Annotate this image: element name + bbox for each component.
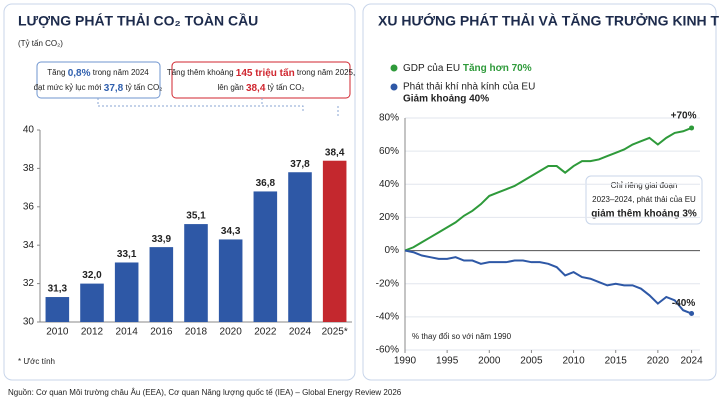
y-tick-label: -20% [376, 278, 399, 289]
x-tick-label: 2020 [647, 356, 670, 367]
y-tick-label: -40% [376, 311, 399, 322]
bar [322, 160, 347, 322]
callout-text: Tăng 0,8% trong năm 2024 [47, 68, 149, 79]
x-tick-label: 2024 [289, 327, 312, 338]
series-line [404, 127, 692, 252]
legend-entry: GDP của EU Tăng hơn 70% [403, 62, 532, 74]
x-tick-label: 1995 [436, 356, 459, 367]
x-tick-label: 2000 [478, 356, 501, 367]
unit-label: (Tỷ tấn CO₂) [18, 39, 63, 48]
end-label: -40% [672, 298, 695, 309]
legend-entry: Phát thải khí nhà kính của EU [403, 81, 535, 93]
x-tick-label: 2015 [605, 356, 628, 367]
y-tick-label: 0% [385, 245, 400, 256]
x-tick-label: 2016 [150, 327, 173, 338]
series-line [404, 249, 692, 315]
y-tick-label: 40 [23, 125, 35, 136]
y-tick-label: 60% [379, 146, 399, 157]
y-tick-label: -60% [376, 345, 399, 356]
bar [288, 172, 312, 322]
bar [184, 224, 208, 322]
callout-text: lên gần 38,4 tỷ tấn CO₂ [217, 83, 304, 94]
end-point [689, 311, 695, 317]
value-label: 36,8 [256, 178, 276, 189]
legend-marker [390, 83, 398, 91]
value-label: 32,0 [82, 270, 102, 281]
y-tick-label: 36 [23, 201, 35, 212]
callout-text: 2023–2024, phát thải của EU [592, 195, 696, 204]
legend-marker [390, 64, 398, 72]
x-tick-label: 2020 [220, 327, 243, 338]
y-tick-label: 34 [23, 240, 35, 251]
x-tick-label: 2010 [562, 356, 585, 367]
source: Nguồn: Cơ quan Môi trường châu Âu (EEA),… [8, 388, 402, 397]
bar [253, 191, 278, 322]
value-label: 35,1 [186, 211, 206, 222]
x-tick-label: 2010 [46, 327, 69, 338]
axis-note: % thay đổi so với năm 1990 [412, 332, 512, 341]
y-tick-label: 38 [23, 163, 35, 174]
bar [149, 247, 174, 322]
y-tick-label: 80% [379, 113, 399, 124]
value-label: 31,3 [48, 284, 68, 295]
footnote: * Ước tính [18, 357, 55, 366]
callout-box [171, 61, 351, 99]
x-tick-label: 2022 [254, 327, 277, 338]
value-label: 33,9 [152, 234, 172, 245]
chart-title: XU HƯỚNG PHÁT THẢI VÀ TĂNG TRƯỞNG KINH T… [378, 12, 720, 29]
x-tick-label: 2005 [520, 356, 543, 367]
chart-title: LƯỢNG PHÁT THẢI CO₂ TOÀN CẦU [18, 13, 258, 29]
callout-box [585, 175, 703, 225]
value-label: 37,8 [290, 159, 310, 170]
x-tick-label: 2024 [680, 356, 703, 367]
bar [80, 283, 104, 322]
x-tick-label: 2018 [185, 327, 208, 338]
end-label: +70% [671, 111, 697, 122]
y-tick-label: 20% [379, 212, 399, 223]
callout-text: giảm thêm khoảng 3% [591, 209, 697, 220]
x-tick-label: 1990 [394, 356, 417, 367]
legend-note: Giảm khoảng 40% [403, 94, 489, 105]
y-tick-label: 30 [23, 317, 35, 328]
callout-text: Tăng thêm khoảng 145 triệu tấn trong năm… [167, 67, 355, 79]
bar [114, 262, 139, 322]
y-tick-label: 32 [23, 278, 35, 289]
value-label: 38,4 [325, 147, 345, 158]
y-tick-label: 40% [379, 179, 399, 190]
callout-text: đạt mức kỷ lục mới 37,8 tỷ tấn CO₂ [34, 83, 163, 94]
bar [218, 239, 243, 322]
bar [45, 297, 70, 322]
end-point [689, 125, 695, 131]
connector [97, 98, 339, 118]
value-label: 33,1 [117, 249, 137, 260]
x-tick-label: 2012 [81, 327, 104, 338]
x-tick-label: 2014 [116, 327, 139, 338]
x-tick-label: 2025* [322, 327, 348, 338]
callout-text: Chỉ riêng giai đoạn [611, 181, 678, 190]
value-label: 34,3 [221, 226, 241, 237]
